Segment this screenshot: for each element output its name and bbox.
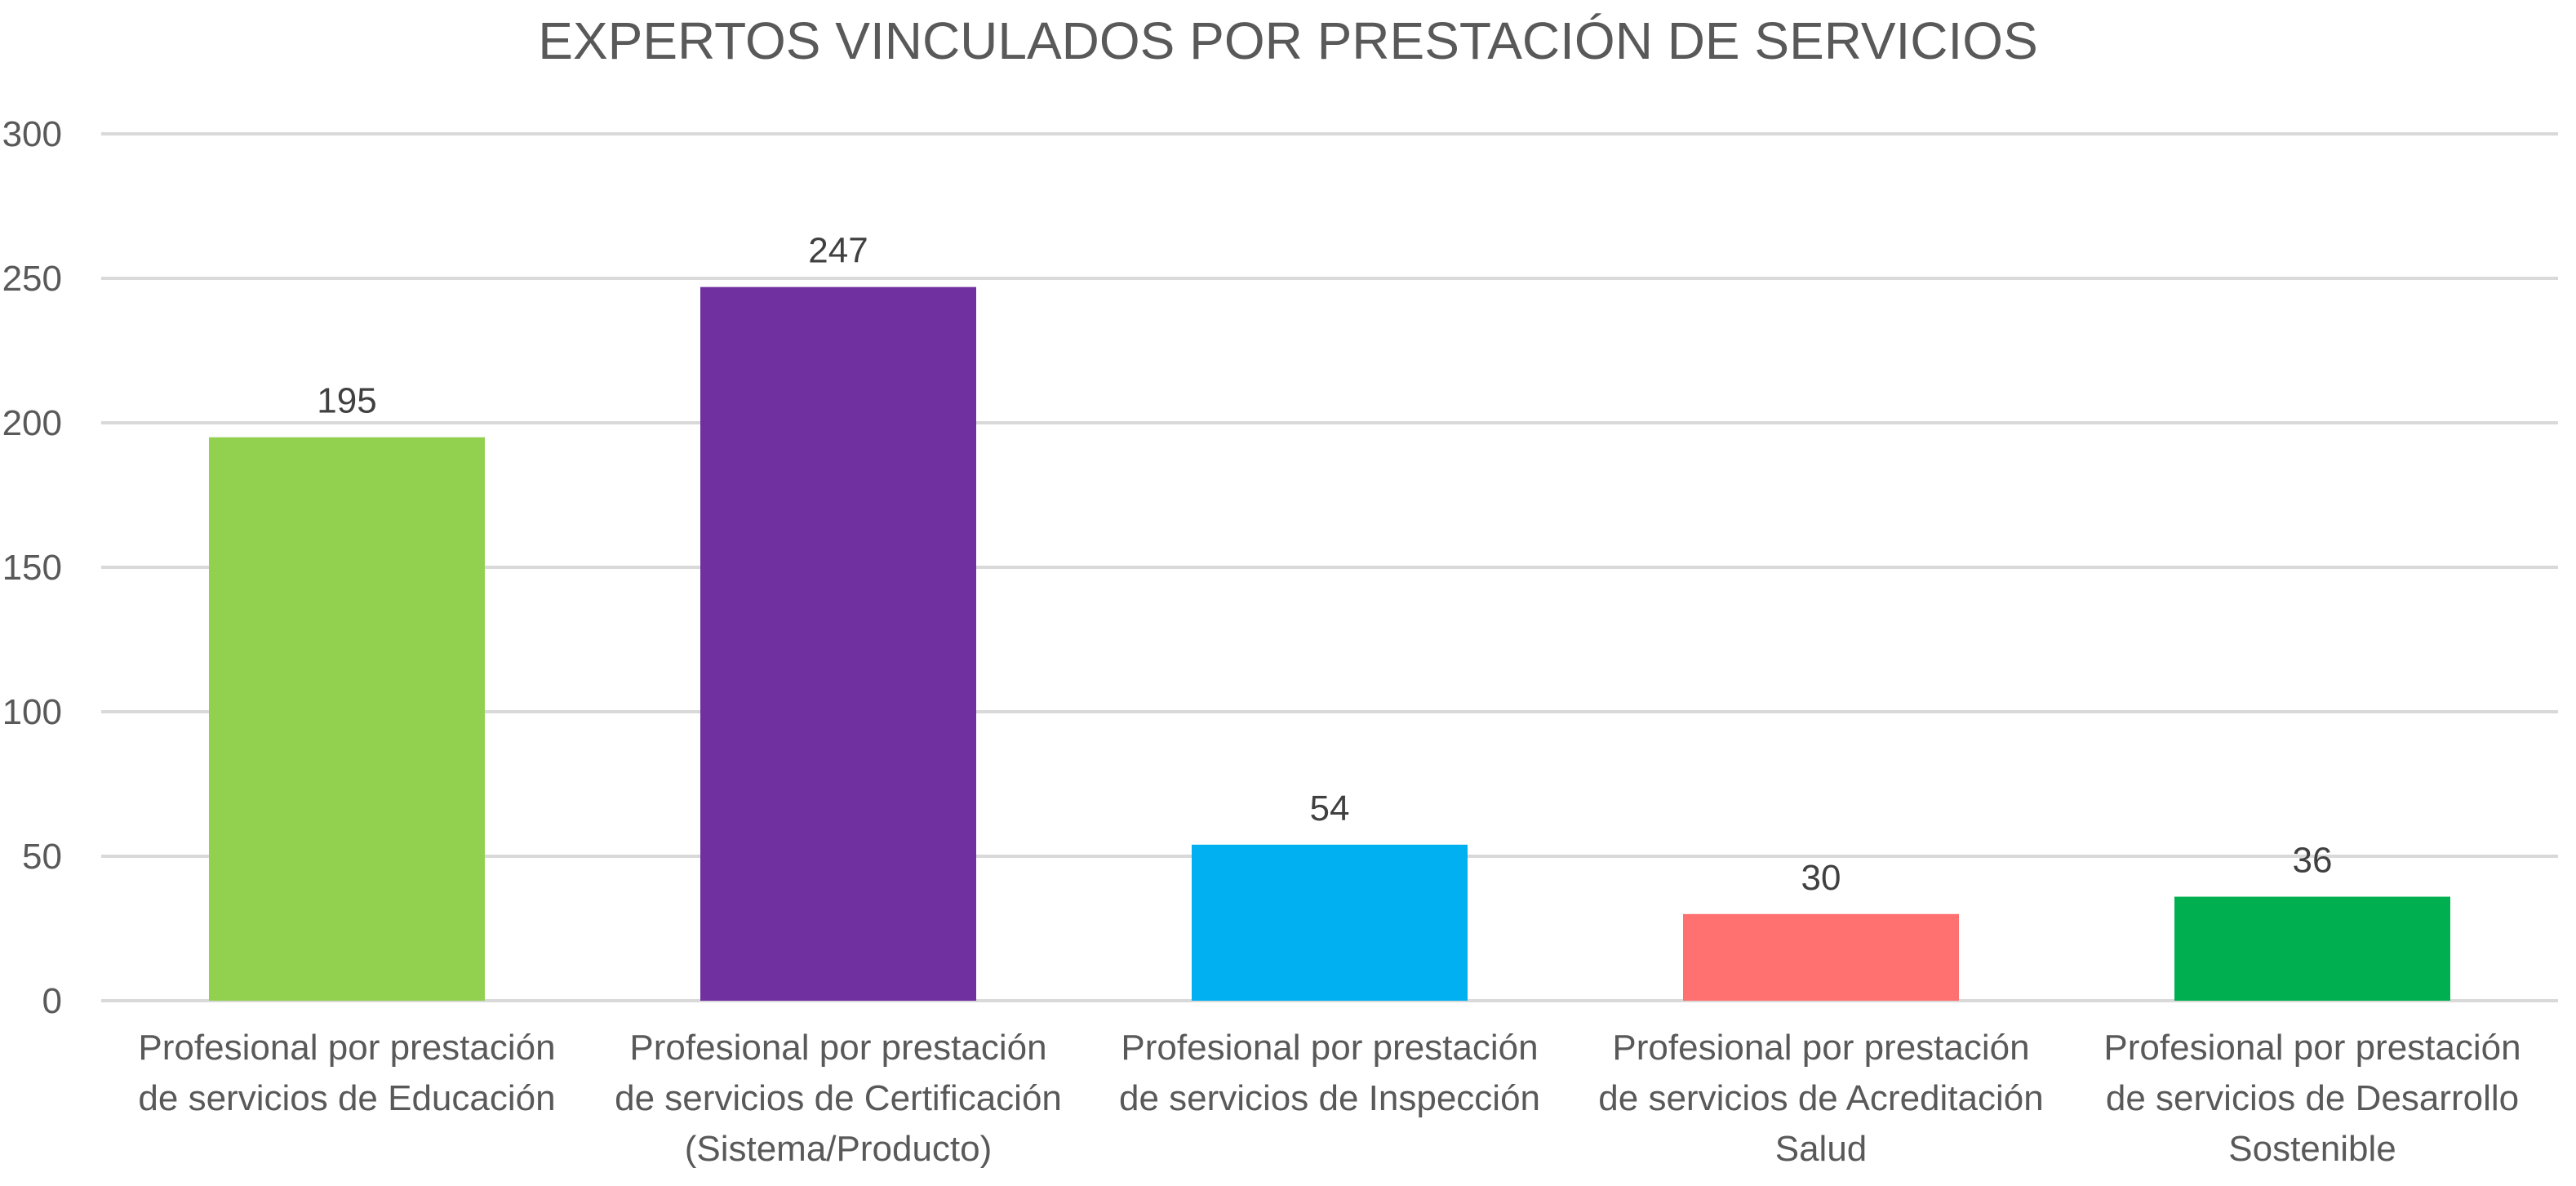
category-label: Profesional por prestación de servicios d… <box>2103 1028 2520 1169</box>
category-label-line: (Sistema/Producto) <box>685 1129 993 1169</box>
category-label-line: de servicios de Desarrollo <box>2106 1078 2519 1118</box>
category-labels: Profesional por prestación de servicios d… <box>138 1028 2520 1169</box>
category-label: Profesional por prestación de servicios d… <box>615 1028 1062 1169</box>
category-label-line: Sostenible <box>2228 1129 2396 1169</box>
data-label: 30 <box>1801 858 1841 898</box>
category-label-line: Profesional por prestación <box>138 1028 555 1068</box>
y-tick-label: 0 <box>42 981 62 1021</box>
category-label: Profesional por prestación de servicios d… <box>1119 1028 1540 1118</box>
y-tick-label: 150 <box>2 548 62 588</box>
y-tick-label: 300 <box>2 114 62 154</box>
bars <box>209 287 2450 1001</box>
category-label-line: de servicios de Educación <box>138 1078 555 1118</box>
category-label-line: Profesional por prestación <box>2103 1028 2520 1068</box>
y-axis-ticks: 0 50 100 150 200 250 300 <box>2 114 62 1021</box>
data-label: 195 <box>317 381 376 421</box>
y-tick-label: 200 <box>2 403 62 443</box>
category-label-line: Profesional por prestación <box>629 1028 1046 1068</box>
y-tick-label: 100 <box>2 692 62 732</box>
gridlines <box>101 132 2558 1002</box>
y-tick-label: 250 <box>2 259 62 299</box>
bar <box>700 287 976 1001</box>
category-label: Profesional por prestación de servicios d… <box>1598 1028 2043 1169</box>
category-label-line: Profesional por prestación <box>1612 1028 2029 1068</box>
bar <box>1683 913 1959 1001</box>
data-label: 247 <box>808 231 868 271</box>
bar <box>209 437 485 1001</box>
y-tick-label: 50 <box>22 837 62 877</box>
category-label-line: Profesional por prestación <box>1121 1028 1538 1068</box>
data-labels: 195 247 54 30 36 <box>317 231 2332 898</box>
chart-title: EXPERTOS VINCULADOS POR PRESTACIÓN DE SE… <box>538 11 2038 70</box>
category-label-line: de servicios de Inspección <box>1119 1078 1540 1118</box>
category-label-line: de servicios de Acreditación <box>1598 1078 2043 1118</box>
data-label: 54 <box>1310 788 1350 828</box>
category-label-line: Salud <box>1775 1129 1868 1169</box>
category-label: Profesional por prestación de servicios d… <box>138 1028 555 1118</box>
data-label: 36 <box>2293 841 2333 881</box>
bar <box>1192 844 1468 1001</box>
bar <box>2174 896 2450 1001</box>
category-label-line: de servicios de Certificación <box>615 1078 1062 1118</box>
